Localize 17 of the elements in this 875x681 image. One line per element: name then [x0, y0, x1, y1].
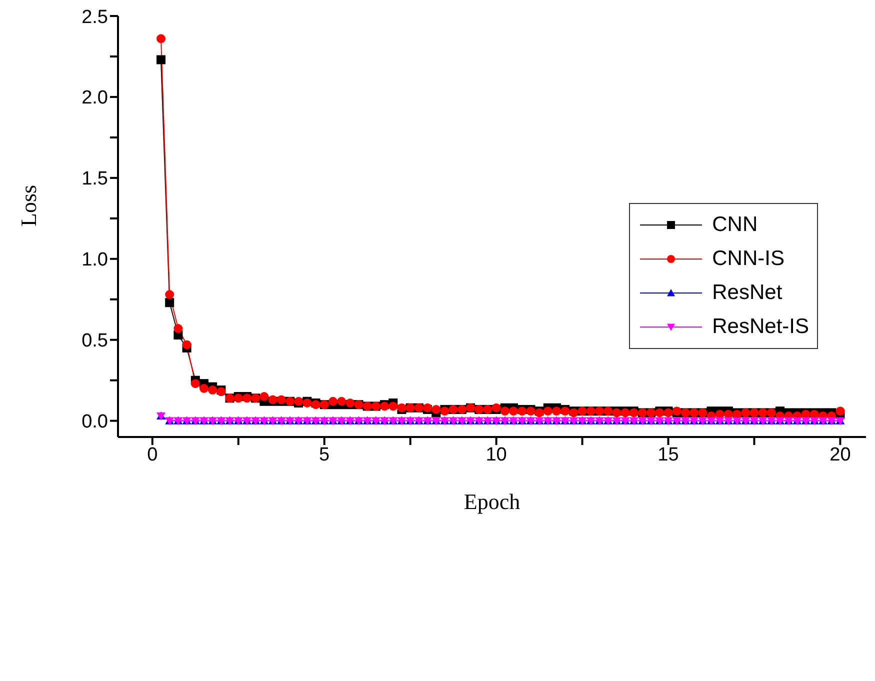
legend-label: ResNet [712, 281, 782, 305]
x-tick-label: 0 [147, 444, 158, 466]
y-tick-label: 1.5 [82, 168, 108, 190]
legend-label: CNN [712, 213, 758, 237]
x-tick-label: 5 [319, 444, 330, 466]
y-axis-title: Loss [16, 184, 41, 226]
x-tick-label: 15 [658, 444, 679, 466]
legend-label: ResNet-IS [712, 315, 809, 339]
x-tick-label: 20 [830, 444, 851, 466]
y-tick-label: 0.5 [82, 330, 108, 352]
legend-label: CNN-IS [712, 247, 784, 271]
x-tick-label: 10 [486, 444, 507, 466]
y-tick-label: 2.5 [82, 6, 108, 28]
y-tick-label: 2.0 [82, 88, 108, 109]
x-axis-title: Epoch [464, 489, 520, 514]
y-tick-label: 1.0 [82, 250, 108, 271]
y-tick-label: 0.0 [82, 412, 108, 433]
